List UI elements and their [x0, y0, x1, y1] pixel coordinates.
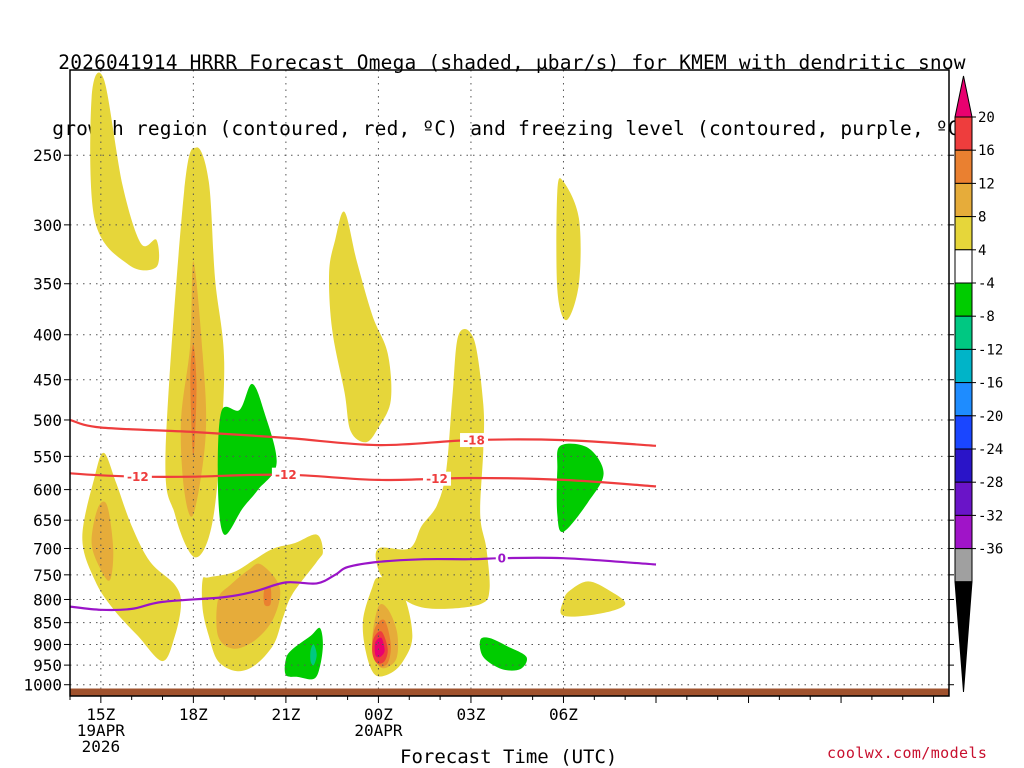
y-tick-label: 800	[33, 590, 62, 609]
colorbar-label: 16	[978, 143, 995, 159]
colorbar: 20 16 12 8 4 -4 -8 -12 -16 -20 -24 -28 -32 -36	[954, 75, 1003, 693]
colorbar-box	[954, 348, 973, 384]
colorbar-box	[954, 382, 973, 417]
omega-region-pos8-5	[91, 501, 114, 581]
chart-title: 2026041914 HRRR Forecast Omega (shaded, …	[0, 8, 1024, 162]
omega-region-pos12-8	[263, 586, 272, 607]
y-tick-label: 350	[33, 275, 62, 294]
colorbar-box	[954, 149, 973, 184]
omega-region-neg4-22	[556, 443, 604, 533]
y-tick-label: 1000	[23, 676, 62, 695]
colorbar-label: -12	[978, 342, 1003, 358]
x-tick-label: 06Z	[549, 705, 578, 724]
freezing-level-line	[70, 556, 657, 612]
freezing-level-label-bg	[495, 551, 508, 566]
contour-layer: -18 -12 -12 -12 0	[70, 418, 657, 612]
y-tick-label: 550	[33, 447, 62, 466]
colorbar-box	[954, 481, 973, 516]
x-tick-label: 2026	[82, 737, 121, 756]
dendritic-top-label-bg	[460, 433, 489, 448]
y-tick-label: 950	[33, 656, 62, 675]
y-tick-label: 750	[33, 566, 62, 585]
y-axis: 250 300 350 400 450 500 550 600 650 700 750 800 850 9…	[23, 146, 954, 695]
dendritic-bottom-label-bg	[123, 469, 152, 484]
colorbar-bottom-arrow	[954, 581, 973, 693]
colorbar-box	[954, 249, 973, 284]
colorbar-box	[954, 548, 973, 583]
plot-frame	[69, 69, 950, 697]
omega-region-neg4-21	[479, 637, 528, 671]
omega-region-neg8-20	[310, 644, 317, 666]
colorbar-label: -28	[978, 475, 1003, 491]
y-tick-label: 600	[33, 481, 62, 500]
x-tick-label: 20APR	[354, 721, 403, 740]
y-tick-label: 650	[33, 511, 62, 530]
colorbar-label: 4	[978, 243, 986, 259]
colorbar-label: -8	[978, 309, 995, 325]
colorbar-label: -24	[978, 442, 1003, 458]
colorbar-label: -20	[978, 409, 1003, 425]
omega-region-pos4-15	[375, 328, 490, 609]
omega-region-neg4-18	[217, 383, 277, 535]
x-tick-label: 00Z	[364, 705, 393, 724]
chart-title-line-2: growth region (contoured, red, ºC) and f…	[52, 117, 972, 140]
colorbar-label: 12	[978, 176, 995, 192]
y-tick-label: 250	[33, 146, 62, 165]
y-tick-label: 300	[33, 216, 62, 235]
omega-region-pos8-7	[216, 563, 281, 649]
omega-region-pos4-0	[90, 72, 160, 271]
omega-region-pos20-14	[374, 637, 385, 658]
x-axis-label: Forecast Time (UTC)	[400, 746, 618, 768]
omega-shading-layer	[82, 72, 626, 680]
x-tick-label: 15Z	[86, 705, 115, 724]
colorbar-box	[954, 315, 973, 350]
dendritic-bottom-label: -12	[275, 468, 297, 482]
y-tick-label: 500	[33, 411, 62, 430]
colorbar-label: 20	[978, 110, 995, 126]
dendritic-bottom-label-bg	[271, 467, 300, 482]
colorbar-label: -32	[978, 508, 1003, 524]
colorbar-label: -4	[978, 276, 995, 292]
x-tick-label: 21Z	[271, 705, 300, 724]
dendritic-bottom-label: -12	[426, 472, 448, 486]
colorbar-label: -36	[978, 542, 1003, 558]
colorbar-top-arrow	[954, 75, 973, 118]
colorbar-box	[954, 182, 973, 218]
dendritic-bottom-label-bg	[423, 471, 452, 486]
colorbar-box	[954, 448, 973, 483]
omega-region-pos12-3	[190, 344, 197, 457]
colorbar-label: 8	[978, 210, 986, 226]
colorbar-box	[954, 514, 973, 550]
omega-region-neg4-19	[284, 627, 323, 680]
colorbar-label: -16	[978, 376, 1003, 392]
y-tick-label: 900	[33, 635, 62, 654]
omega-region-pos4-17	[556, 178, 581, 321]
y-tick-label: 850	[33, 614, 62, 633]
y-tick-label: 400	[33, 326, 62, 345]
dendritic-top-label: -18	[463, 434, 485, 448]
chart-title-line-1: 2026041914 HRRR Forecast Omega (shaded, …	[58, 51, 966, 74]
colorbar-box	[954, 116, 973, 151]
credit-text: coolwx.com/models	[827, 744, 988, 762]
colorbar-box	[954, 216, 973, 251]
dendritic-bottom-line	[70, 472, 657, 488]
omega-region-pos4-9	[328, 211, 392, 443]
omega-region-pos4-16	[560, 581, 626, 617]
dendritic-bottom-label: -12	[127, 470, 149, 484]
colorbar-box	[954, 415, 973, 450]
x-tick-label: 18Z	[179, 705, 208, 724]
omega-region-pos4-4	[82, 452, 181, 662]
colorbar-box	[954, 282, 973, 317]
y-tick-label: 450	[33, 371, 62, 390]
x-tick-label: 19APR	[77, 721, 126, 740]
surface-ground	[70, 688, 949, 696]
y-tick-label: 700	[33, 539, 62, 558]
x-tick-label: 03Z	[456, 705, 485, 724]
dendritic-top-line	[70, 418, 657, 447]
freezing-level-label: 0	[498, 552, 506, 566]
